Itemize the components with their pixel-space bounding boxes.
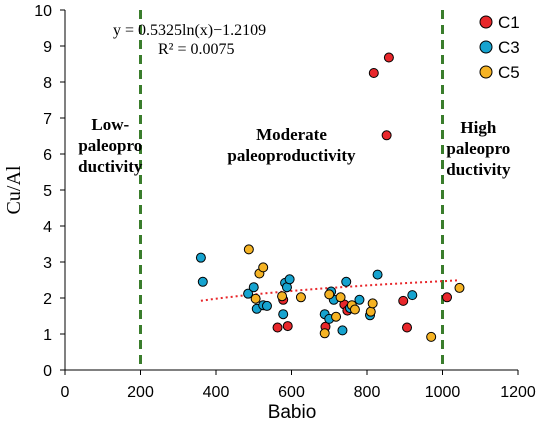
data-point-c5 bbox=[335, 292, 346, 303]
data-point-c5 bbox=[258, 262, 269, 273]
region-label-line: High bbox=[460, 118, 496, 137]
data-point-c1 bbox=[368, 68, 379, 78]
series-c5 bbox=[243, 244, 465, 342]
region-label: High paleopro ductivity bbox=[446, 118, 511, 179]
data-point-c1 bbox=[398, 295, 409, 306]
data-point-c5 bbox=[295, 292, 306, 303]
data-point-c3 bbox=[243, 288, 254, 299]
data-point-c5 bbox=[324, 289, 335, 300]
legend-label: C5 bbox=[498, 63, 520, 82]
legend-label: C1 bbox=[498, 13, 520, 32]
data-point-c3 bbox=[278, 309, 289, 320]
region-label-line: Moderate bbox=[256, 125, 327, 144]
trendline-equation: y = 0.5325ln(x)−1.2109 bbox=[113, 22, 266, 39]
x-tick-label: 800 bbox=[354, 384, 381, 401]
region-label-line: ductivity bbox=[78, 157, 143, 176]
data-point-c3 bbox=[337, 325, 348, 336]
data-point-c1 bbox=[442, 292, 453, 303]
y-tick-label: 0 bbox=[43, 363, 52, 380]
x-tick-label: 200 bbox=[127, 384, 154, 401]
legend-label: C3 bbox=[498, 38, 520, 57]
trendline-layer bbox=[200, 279, 460, 302]
data-point-c5 bbox=[250, 293, 261, 304]
y-tick-label: 5 bbox=[43, 183, 52, 200]
y-tick-label: 3 bbox=[43, 255, 52, 272]
data-point-c1 bbox=[383, 52, 394, 63]
data-point-c3 bbox=[407, 290, 418, 301]
x-axis-title: Babio bbox=[268, 402, 317, 423]
region-label-line: Low- bbox=[91, 115, 129, 134]
data-points bbox=[195, 52, 465, 342]
data-point-c5 bbox=[454, 282, 465, 293]
data-point-c3 bbox=[195, 252, 206, 263]
data-point-c3 bbox=[261, 300, 272, 311]
legend-marker bbox=[479, 65, 493, 79]
y-tick-label: 2 bbox=[43, 291, 52, 308]
series-c3 bbox=[195, 252, 418, 336]
region-label-line: paleoproductivity bbox=[227, 146, 356, 165]
x-tick-label: 1200 bbox=[500, 384, 536, 401]
data-point-c3 bbox=[197, 276, 208, 287]
data-point-c1 bbox=[381, 130, 392, 141]
y-tick-label: 7 bbox=[43, 111, 52, 128]
legend-marker bbox=[479, 40, 493, 54]
region-label-line: ductivity bbox=[446, 160, 511, 179]
region-label-line: paleopro bbox=[446, 139, 510, 158]
y-tick-label: 8 bbox=[43, 75, 52, 92]
data-point-c3 bbox=[354, 294, 365, 305]
data-point-c3 bbox=[341, 276, 352, 287]
data-point-c5 bbox=[277, 291, 288, 302]
threshold-lines bbox=[139, 10, 444, 370]
data-point-c1 bbox=[282, 321, 293, 332]
annotations: y = 0.5325ln(x)−1.2109 R² = 0.0075 Babio… bbox=[3, 22, 316, 423]
data-point-c5 bbox=[426, 331, 437, 342]
x-tick-label: 0 bbox=[61, 384, 70, 401]
data-point-c5 bbox=[365, 306, 376, 317]
axes: 0 200 400 600 800 1000 1200 0 1 2 3 4 5 6 7 8 9 10 bbox=[34, 3, 536, 401]
y-tick-label: 1 bbox=[43, 327, 52, 344]
data-point-c5 bbox=[319, 328, 330, 339]
data-point-c5 bbox=[243, 244, 254, 255]
data-point-c3 bbox=[248, 282, 259, 293]
y-tick-label: 10 bbox=[34, 3, 52, 20]
y-axis-title: Cu/Al bbox=[3, 165, 25, 214]
x-tick-label: 600 bbox=[278, 384, 305, 401]
trendline bbox=[200, 279, 460, 302]
data-point-c5 bbox=[331, 311, 342, 322]
data-point-c3 bbox=[372, 269, 383, 280]
region-label-line: paleopro bbox=[78, 136, 142, 155]
data-point-c3 bbox=[284, 274, 295, 285]
y-tick-label: 6 bbox=[43, 147, 52, 164]
y-tick-label: 4 bbox=[43, 219, 52, 236]
legend-marker bbox=[479, 15, 493, 29]
series-c1 bbox=[272, 52, 453, 333]
data-point-c1 bbox=[272, 322, 283, 333]
trendline-r-squared: R² = 0.0075 bbox=[158, 41, 235, 58]
region-label: Low-paleopro ductivity bbox=[78, 115, 143, 176]
legend: C1 C3 C5 bbox=[479, 13, 520, 82]
x-tick-label: 1000 bbox=[425, 384, 461, 401]
data-point-c1 bbox=[402, 322, 413, 333]
x-tick-label: 400 bbox=[203, 384, 230, 401]
data-point-c5 bbox=[349, 304, 360, 315]
data-point-c5 bbox=[367, 298, 378, 309]
region-label: Moderate paleoproductivity bbox=[227, 125, 356, 165]
y-tick-label: 9 bbox=[43, 39, 52, 56]
